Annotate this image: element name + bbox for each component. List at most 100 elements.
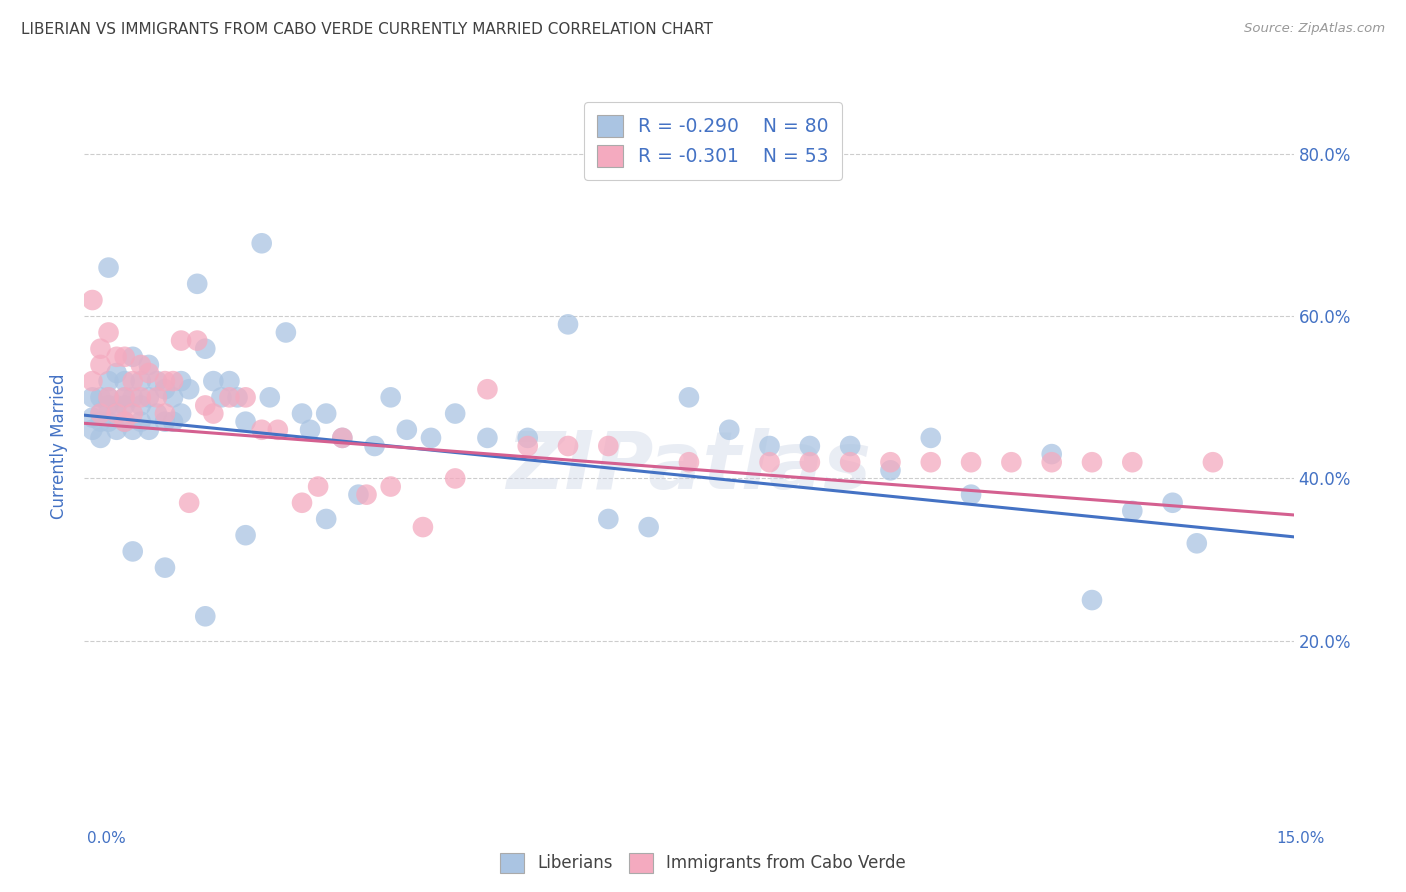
Point: [226, 390, 249, 404]
Point: [347, 488, 370, 502]
Point: [380, 479, 402, 493]
Point: [129, 374, 152, 388]
Point: [678, 390, 700, 404]
Point: [89, 415, 111, 429]
Point: [516, 439, 538, 453]
Point: [162, 390, 184, 404]
Point: [412, 520, 434, 534]
Point: [97, 399, 120, 413]
Point: [138, 390, 160, 404]
Point: [477, 382, 499, 396]
Point: [1040, 455, 1063, 469]
Point: [235, 415, 257, 429]
Point: [82, 390, 104, 404]
Point: [105, 423, 128, 437]
Point: [89, 358, 111, 372]
Point: [839, 439, 862, 453]
Point: [153, 560, 176, 574]
Point: [516, 431, 538, 445]
Point: [105, 407, 128, 421]
Point: [1185, 536, 1208, 550]
Point: [380, 390, 402, 404]
Point: [138, 423, 160, 437]
Point: [170, 374, 193, 388]
Point: [420, 431, 443, 445]
Point: [89, 342, 111, 356]
Point: [121, 423, 143, 437]
Point: [477, 431, 499, 445]
Point: [138, 358, 160, 372]
Point: [879, 463, 901, 477]
Point: [129, 358, 152, 372]
Point: [678, 455, 700, 469]
Text: 0.0%: 0.0%: [87, 831, 127, 846]
Point: [194, 609, 217, 624]
Point: [114, 390, 136, 404]
Point: [105, 350, 128, 364]
Point: [209, 390, 232, 404]
Point: [307, 479, 329, 493]
Point: [218, 374, 240, 388]
Point: [82, 423, 104, 437]
Point: [105, 399, 128, 413]
Point: [138, 366, 160, 380]
Point: [82, 293, 104, 307]
Point: [129, 390, 152, 404]
Point: [179, 496, 201, 510]
Point: [97, 415, 120, 429]
Point: [235, 390, 257, 404]
Point: [186, 334, 208, 348]
Point: [1121, 455, 1143, 469]
Point: [718, 423, 741, 437]
Legend: Liberians, Immigrants from Cabo Verde: Liberians, Immigrants from Cabo Verde: [494, 847, 912, 880]
Point: [1081, 455, 1104, 469]
Point: [330, 431, 353, 445]
Point: [162, 374, 184, 388]
Point: [315, 512, 337, 526]
Point: [1081, 593, 1104, 607]
Point: [758, 439, 780, 453]
Point: [146, 374, 169, 388]
Point: [879, 455, 901, 469]
Point: [114, 390, 136, 404]
Text: LIBERIAN VS IMMIGRANTS FROM CABO VERDE CURRENTLY MARRIED CORRELATION CHART: LIBERIAN VS IMMIGRANTS FROM CABO VERDE C…: [21, 22, 713, 37]
Legend: R = -0.290    N = 80, R = -0.301    N = 53: R = -0.290 N = 80, R = -0.301 N = 53: [583, 103, 842, 180]
Point: [121, 350, 143, 364]
Point: [799, 455, 821, 469]
Text: ZIPatlas: ZIPatlas: [506, 428, 872, 507]
Point: [179, 382, 201, 396]
Point: [444, 407, 467, 421]
Point: [97, 390, 120, 404]
Point: [444, 471, 467, 485]
Point: [202, 407, 225, 421]
Point: [89, 407, 111, 421]
Text: Source: ZipAtlas.com: Source: ZipAtlas.com: [1244, 22, 1385, 36]
Point: [291, 496, 314, 510]
Point: [194, 342, 217, 356]
Point: [291, 407, 314, 421]
Point: [920, 431, 942, 445]
Point: [395, 423, 418, 437]
Point: [97, 390, 120, 404]
Point: [960, 488, 983, 502]
Point: [114, 350, 136, 364]
Point: [114, 415, 136, 429]
Point: [259, 390, 281, 404]
Point: [267, 423, 290, 437]
Point: [557, 439, 579, 453]
Point: [89, 407, 111, 421]
Point: [186, 277, 208, 291]
Point: [557, 318, 579, 332]
Point: [82, 410, 104, 425]
Point: [97, 260, 120, 275]
Point: [97, 374, 120, 388]
Point: [1040, 447, 1063, 461]
Point: [637, 520, 659, 534]
Point: [82, 374, 104, 388]
Point: [121, 374, 143, 388]
Point: [356, 488, 378, 502]
Point: [129, 399, 152, 413]
Point: [1000, 455, 1022, 469]
Point: [799, 439, 821, 453]
Point: [153, 415, 176, 429]
